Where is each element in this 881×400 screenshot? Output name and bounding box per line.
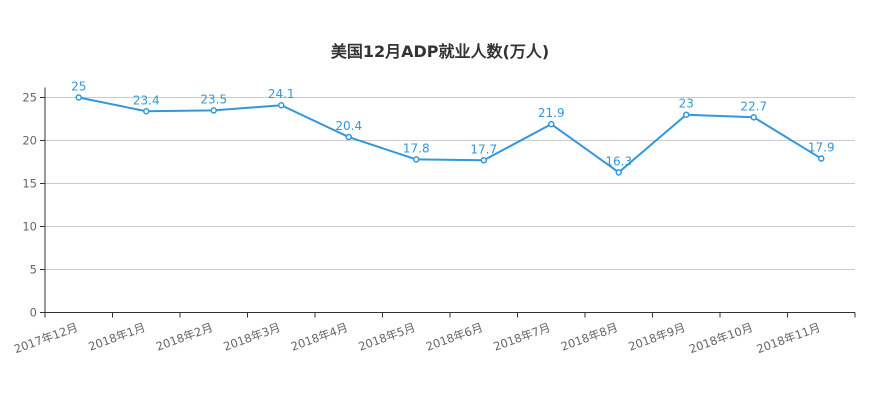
y-tick-label: 5 [30, 263, 37, 277]
data-label: 22.7 [740, 99, 767, 113]
chart-title: 美国12月ADP就业人数(万人) [331, 42, 549, 61]
data-point [345, 133, 352, 141]
x-tick-label: 2018年1月 [86, 320, 147, 354]
data-point [143, 108, 150, 115]
data-point [548, 120, 555, 128]
data-label: 23.4 [133, 93, 160, 107]
y-tick-label: 20 [22, 134, 37, 148]
x-tick-label: 2018年2月 [154, 320, 215, 354]
data-point [480, 157, 487, 164]
series-line [78, 96, 822, 174]
x-tick-label: 2018年11月 [755, 320, 823, 356]
data-label: 17.7 [470, 142, 497, 156]
x-tick-label: 2018年10月 [687, 320, 755, 356]
y-tick-label: 0 [30, 306, 37, 320]
data-label: 16.3 [605, 154, 632, 168]
data-label: 23.5 [200, 92, 227, 106]
data-label: 17.8 [403, 141, 430, 155]
data-point [615, 169, 622, 176]
data-label: 25 [71, 80, 86, 94]
y-tick-label: 15 [22, 177, 37, 191]
data-point [75, 94, 82, 101]
x-tick-label: 2018年8月 [559, 320, 620, 354]
y-tick-label: 10 [22, 220, 37, 234]
x-tick-label: 2018年5月 [356, 320, 417, 354]
x-tick-label: 2018年7月 [491, 320, 552, 354]
x-tick-label: 2018年6月 [424, 320, 485, 354]
data-label: 17.9 [808, 141, 835, 155]
data-label: 21.9 [538, 106, 565, 120]
data-point [278, 101, 285, 109]
data-point [750, 114, 757, 121]
data-label: 24.1 [268, 87, 295, 101]
data-point [818, 155, 825, 162]
data-point [683, 111, 690, 118]
gridlines [45, 97, 855, 270]
data-labels: 25 23.4 23.5 24.1 20.4 17.8 17.7 21.9 16.3 23 22.7… [71, 80, 835, 169]
data-label: 20.4 [335, 119, 362, 133]
x-tick-label: 2017年12月 [12, 320, 80, 356]
y-tick-label: 25 [22, 91, 37, 105]
data-point [210, 107, 217, 114]
x-tick-label: 2018年4月 [289, 320, 350, 354]
data-label: 23 [679, 97, 694, 111]
x-tick-label: 2018年9月 [626, 320, 687, 354]
data-point [413, 156, 420, 163]
series-layer [75, 94, 825, 176]
x-tick-label: 2018年3月 [221, 320, 282, 354]
